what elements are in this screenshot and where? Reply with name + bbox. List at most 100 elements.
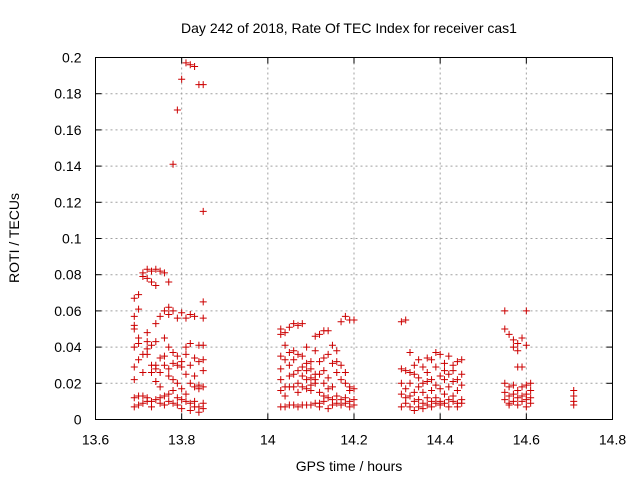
data-point (324, 374, 332, 382)
data-point (173, 379, 181, 387)
data-point (294, 350, 302, 358)
data-point (410, 397, 418, 405)
data-point (432, 399, 440, 407)
data-point (509, 343, 517, 351)
data-point (527, 387, 535, 395)
data-point (328, 341, 336, 349)
axis-ticks: 13.6 13.8 14 14.2 14.4 14.6 14.8 0 0.02 0.04 0.06 0… (54, 50, 626, 448)
data-point (182, 370, 190, 378)
x-tick-label: 13.8 (168, 432, 195, 448)
data-point (148, 267, 156, 275)
data-point (307, 358, 315, 366)
data-point (135, 356, 143, 364)
data-point (139, 399, 147, 407)
data-point (320, 367, 328, 375)
data-point (415, 403, 423, 411)
data-point (165, 303, 173, 311)
data-point (570, 401, 578, 409)
data-point (130, 376, 138, 384)
data-point (290, 320, 298, 328)
data-point (333, 368, 341, 376)
data-point (277, 387, 285, 395)
data-point (281, 329, 289, 337)
data-point (406, 392, 414, 400)
data-point (186, 339, 194, 347)
data-point (191, 372, 199, 380)
data-point (428, 403, 436, 411)
data-point (298, 320, 306, 328)
data-point (277, 376, 285, 384)
data-point (130, 403, 138, 411)
data-point (527, 379, 535, 387)
y-tick-label: 0.04 (54, 339, 81, 355)
data-point (169, 349, 177, 357)
data-point (303, 385, 311, 393)
data-point (186, 399, 194, 407)
y-tick-label: 0.12 (54, 194, 81, 210)
data-point (139, 392, 147, 400)
data-point (199, 383, 207, 391)
data-point (514, 387, 522, 395)
data-point (337, 376, 345, 384)
data-point (199, 367, 207, 375)
data-point (406, 368, 414, 376)
data-point (514, 347, 522, 355)
data-point (423, 401, 431, 409)
data-point (415, 374, 423, 382)
data-point (428, 356, 436, 364)
data-point (458, 370, 466, 378)
data-point (316, 330, 324, 338)
data-point (152, 338, 160, 346)
data-point (191, 354, 199, 362)
data-point (458, 399, 466, 407)
data-point (501, 388, 509, 396)
data-point (199, 405, 207, 413)
data-point (156, 267, 164, 275)
data-point (307, 365, 315, 373)
data-point (182, 390, 190, 398)
data-point (453, 358, 461, 366)
data-point (509, 336, 517, 344)
data-point (195, 358, 203, 366)
data-point (148, 403, 156, 411)
data-point (143, 329, 151, 337)
data-point (160, 269, 168, 277)
data-point (406, 403, 414, 411)
data-point (316, 403, 324, 411)
data-point (135, 339, 143, 347)
data-point (135, 305, 143, 313)
y-tick-label: 0.06 (54, 303, 81, 319)
data-point (135, 401, 143, 409)
data-point (397, 318, 405, 326)
data-point (505, 330, 513, 338)
data-point (285, 372, 293, 380)
y-tick-label: 0.14 (54, 158, 81, 174)
data-point (156, 312, 164, 320)
data-point (440, 399, 448, 407)
y-tick-label: 0.1 (62, 231, 82, 247)
data-point (419, 379, 427, 387)
data-point (527, 399, 535, 407)
data-point (277, 330, 285, 338)
data-point (130, 312, 138, 320)
data-point (160, 307, 168, 315)
data-point (316, 370, 324, 378)
data-point (130, 294, 138, 302)
data-point (152, 365, 160, 373)
data-point (453, 387, 461, 395)
data-point (445, 403, 453, 411)
data-point (160, 361, 168, 369)
data-point (160, 352, 168, 360)
data-point (173, 314, 181, 322)
data-point (152, 282, 160, 290)
data-point (402, 385, 410, 393)
data-point (290, 383, 298, 391)
data-point (135, 291, 143, 299)
data-point (397, 390, 405, 398)
data-point (139, 368, 147, 376)
data-point (165, 365, 173, 373)
data-point (419, 388, 427, 396)
data-point (178, 405, 186, 413)
y-tick-label: 0.2 (62, 50, 82, 66)
data-point (130, 343, 138, 351)
